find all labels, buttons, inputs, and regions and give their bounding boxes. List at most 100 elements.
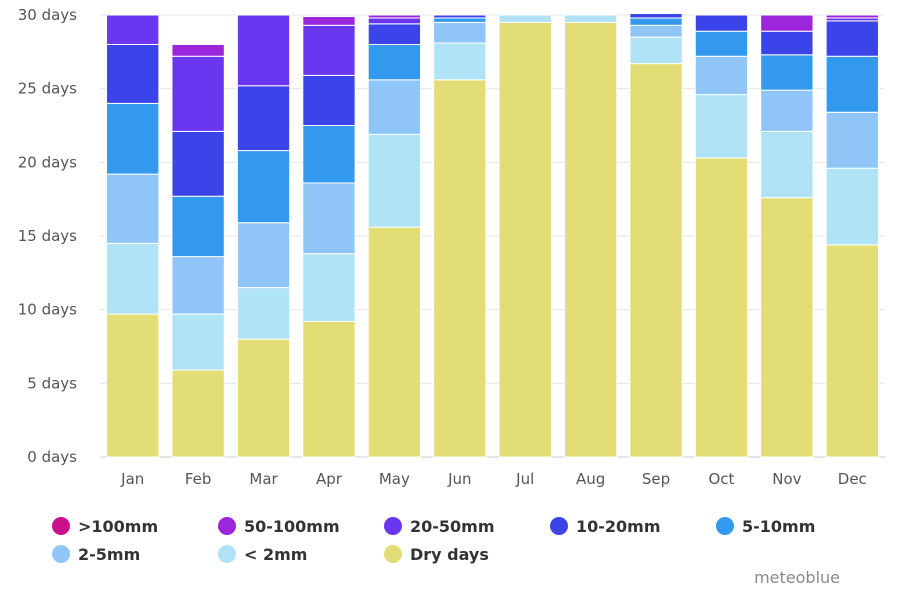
x-tick-label: Jan bbox=[120, 470, 144, 488]
bar-segment[interactable] bbox=[302, 253, 356, 322]
legend-dot-icon bbox=[384, 545, 402, 563]
bar-segment[interactable] bbox=[433, 21, 487, 44]
bar-segment[interactable] bbox=[825, 111, 879, 169]
x-tick-label: Nov bbox=[772, 470, 801, 488]
bar-segment[interactable] bbox=[825, 20, 879, 57]
bar-segment[interactable] bbox=[236, 150, 291, 224]
x-tick-label: Jul bbox=[515, 470, 534, 488]
bar-segment[interactable] bbox=[171, 43, 225, 57]
legend-label: 50-100mm bbox=[244, 516, 340, 536]
bar-segment[interactable] bbox=[302, 320, 356, 458]
bar-segment[interactable] bbox=[236, 287, 291, 340]
legend-label: 10-20mm bbox=[576, 516, 661, 536]
bar-segment[interactable] bbox=[236, 14, 291, 87]
bar-segment[interactable] bbox=[760, 130, 814, 199]
bar-segment[interactable] bbox=[629, 36, 683, 65]
y-tick-label: 0 days bbox=[27, 448, 77, 466]
legend-dot-icon bbox=[52, 517, 70, 535]
bar-segment[interactable] bbox=[825, 14, 879, 19]
legend-dot-icon bbox=[716, 517, 734, 535]
bar-segment[interactable] bbox=[629, 13, 683, 19]
bar-segment[interactable] bbox=[367, 43, 422, 81]
legend-label: < 2mm bbox=[244, 544, 308, 564]
y-tick-label: 25 days bbox=[18, 80, 77, 98]
legend-label: 20-50mm bbox=[410, 516, 495, 536]
bar-segment[interactable] bbox=[106, 313, 160, 458]
legend-item-5-10mm[interactable]: 5-10mm bbox=[716, 514, 815, 538]
bar-segment[interactable] bbox=[760, 14, 814, 32]
bar-segment[interactable] bbox=[498, 21, 552, 458]
bar-segment[interactable] bbox=[367, 226, 422, 458]
bar-segment[interactable] bbox=[498, 14, 552, 23]
bar-segment[interactable] bbox=[367, 14, 422, 19]
bar-segment[interactable] bbox=[433, 17, 487, 23]
bar-segment[interactable] bbox=[367, 17, 422, 25]
y-tick-label: 5 days bbox=[27, 374, 77, 392]
legend-dot-icon bbox=[550, 517, 568, 535]
bar-segment[interactable] bbox=[171, 55, 225, 132]
y-tick-label: 10 days bbox=[18, 301, 77, 319]
bars bbox=[106, 13, 879, 458]
bar-segment[interactable] bbox=[694, 94, 749, 159]
bar-segment[interactable] bbox=[694, 30, 749, 57]
bar-segment[interactable] bbox=[171, 130, 225, 197]
bar-segment[interactable] bbox=[236, 338, 291, 458]
bar-segment[interactable] bbox=[302, 24, 356, 76]
watermark: meteoblue bbox=[754, 568, 840, 587]
bar-segment[interactable] bbox=[760, 89, 814, 132]
bar-segment[interactable] bbox=[367, 23, 422, 45]
bar-segment[interactable] bbox=[171, 256, 225, 315]
bar-segment[interactable] bbox=[825, 244, 879, 458]
bar-segment[interactable] bbox=[433, 42, 487, 81]
bar-segment[interactable] bbox=[106, 242, 160, 315]
bar-segment[interactable] bbox=[760, 197, 814, 458]
y-tick-label: 20 days bbox=[18, 153, 77, 171]
bar-segment[interactable] bbox=[302, 182, 356, 255]
bar-segment[interactable] bbox=[367, 79, 422, 135]
bar-segment[interactable] bbox=[825, 167, 879, 246]
legend-item-20-50mm[interactable]: 20-50mm bbox=[384, 514, 495, 538]
bar-segment[interactable] bbox=[629, 24, 683, 38]
bar-segment[interactable] bbox=[171, 369, 225, 458]
legend-item-10-20mm[interactable]: 10-20mm bbox=[550, 514, 661, 538]
legend-dot-icon bbox=[52, 545, 70, 563]
legend-item-2-5mm[interactable]: 2-5mm bbox=[52, 542, 140, 566]
bar-segment[interactable] bbox=[629, 63, 683, 458]
bar-segment[interactable] bbox=[760, 54, 814, 91]
bar-segment[interactable] bbox=[433, 14, 487, 19]
bar-segment[interactable] bbox=[171, 195, 225, 258]
x-tick-label: Oct bbox=[708, 470, 734, 488]
x-tick-label: Apr bbox=[316, 470, 343, 488]
bar-segment[interactable] bbox=[171, 313, 225, 371]
legend-dot-icon bbox=[384, 517, 402, 535]
bar-segment[interactable] bbox=[367, 133, 422, 228]
legend-item-under-2mm[interactable]: < 2mm bbox=[218, 542, 307, 566]
bar-segment[interactable] bbox=[302, 15, 356, 26]
bar-segment[interactable] bbox=[563, 21, 618, 458]
bar-segment[interactable] bbox=[106, 14, 160, 45]
legend-label: 2-5mm bbox=[78, 544, 141, 564]
bar-segment[interactable] bbox=[694, 14, 749, 32]
legend-dot-icon bbox=[218, 545, 236, 563]
bar-segment[interactable] bbox=[236, 222, 291, 289]
y-axis-labels: 0 days 5 days 10 days 15 days 20 days 25 days… bbox=[18, 6, 77, 466]
legend-item-dry-days[interactable]: Dry days bbox=[384, 542, 489, 566]
bar-segment[interactable] bbox=[760, 30, 814, 56]
legend-item-over-100mm[interactable]: >100mm bbox=[52, 514, 158, 538]
x-tick-label: Sep bbox=[642, 470, 670, 488]
bar-segment[interactable] bbox=[302, 74, 356, 127]
bar-segment[interactable] bbox=[694, 157, 749, 458]
bar-segment[interactable] bbox=[433, 79, 487, 458]
bar-segment[interactable] bbox=[629, 17, 683, 26]
bar-segment[interactable] bbox=[694, 55, 749, 96]
bar-segment[interactable] bbox=[236, 85, 291, 152]
bar-segment[interactable] bbox=[106, 43, 160, 104]
bar-segment[interactable] bbox=[106, 102, 160, 175]
bar-segment[interactable] bbox=[302, 125, 356, 184]
bar-segment[interactable] bbox=[825, 55, 879, 113]
y-tick-label: 30 days bbox=[18, 6, 77, 24]
legend-item-50-100mm[interactable]: 50-100mm bbox=[218, 514, 340, 538]
bar-segment[interactable] bbox=[106, 173, 160, 244]
bar-segment[interactable] bbox=[563, 14, 618, 23]
x-tick-label: Jun bbox=[447, 470, 471, 488]
